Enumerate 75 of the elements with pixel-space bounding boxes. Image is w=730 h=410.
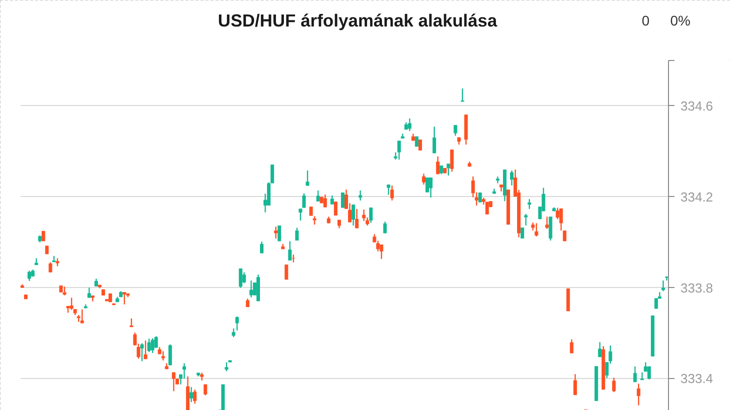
candlestick <box>140 342 144 362</box>
candlestick <box>636 383 640 406</box>
candlestick <box>352 204 356 226</box>
candlestick <box>612 377 616 393</box>
candlestick <box>397 140 401 160</box>
candlestick <box>270 164 274 184</box>
candlestick <box>559 208 563 232</box>
candlestick <box>408 118 412 132</box>
candlestick <box>122 291 126 305</box>
candlestick <box>355 208 359 229</box>
candlestick <box>520 226 524 240</box>
candlestick <box>168 344 172 366</box>
candlestick <box>454 124 458 136</box>
candlestick <box>548 216 552 242</box>
candlestick <box>528 198 532 210</box>
candlestick <box>80 308 84 324</box>
text: 0 <box>642 12 650 28</box>
candlestick <box>193 388 197 404</box>
candlestick <box>376 240 380 252</box>
candlestick <box>295 227 299 242</box>
candlestick <box>429 176 433 198</box>
candlestick <box>238 268 242 288</box>
candlestick <box>534 222 538 238</box>
candlestick <box>48 262 52 273</box>
y-tick-label: 334.2 <box>680 189 714 204</box>
candlestick <box>340 192 344 208</box>
candlestick <box>150 338 154 354</box>
candlestick <box>386 184 390 196</box>
candlestick <box>334 201 338 216</box>
candlestick <box>556 207 560 220</box>
candlestick <box>524 213 528 226</box>
candlestick <box>485 201 489 215</box>
candlestick <box>235 316 239 332</box>
candlestick <box>298 208 302 222</box>
candlestick <box>249 280 253 298</box>
candlestick <box>450 148 454 172</box>
text: 0% <box>670 12 690 28</box>
candlestick <box>478 192 482 203</box>
candlestick <box>545 216 549 230</box>
candlestick <box>190 386 194 403</box>
y-tick-label: 334.6 <box>680 98 714 114</box>
candlestick <box>633 366 637 383</box>
candlestick <box>144 340 148 360</box>
candlestick <box>302 192 306 208</box>
candlestick <box>316 190 320 202</box>
candlestick <box>598 341 602 358</box>
candlestick <box>172 372 176 392</box>
candlestick <box>647 366 651 380</box>
candlestick <box>274 226 278 240</box>
candlestick <box>570 338 574 354</box>
candlestick <box>70 297 74 310</box>
candlestick <box>28 270 32 282</box>
candlestick <box>242 272 246 284</box>
candlestick <box>284 264 288 280</box>
candlestick <box>161 350 165 362</box>
candlestick <box>288 240 292 262</box>
candlestick <box>422 173 426 186</box>
candlestick <box>369 206 373 224</box>
candlestick <box>436 156 440 175</box>
candlestick <box>380 244 384 260</box>
y-tick-label: 333.4 <box>680 371 714 386</box>
candlestick <box>390 184 394 202</box>
candlestick <box>306 170 310 186</box>
candlestick <box>344 188 348 210</box>
candlestick <box>87 287 91 298</box>
candlestick <box>147 338 151 353</box>
candlestick <box>446 163 450 176</box>
chart-title: USD/HUF árfolyamának alakulása <box>218 10 498 30</box>
candlestick <box>510 170 514 186</box>
candlestick <box>323 194 327 208</box>
candlestick <box>278 224 282 242</box>
y-tick-label: 333.8 <box>680 280 714 296</box>
candlestick <box>182 362 186 380</box>
candlestick <box>432 126 436 154</box>
candlestick <box>573 374 577 396</box>
